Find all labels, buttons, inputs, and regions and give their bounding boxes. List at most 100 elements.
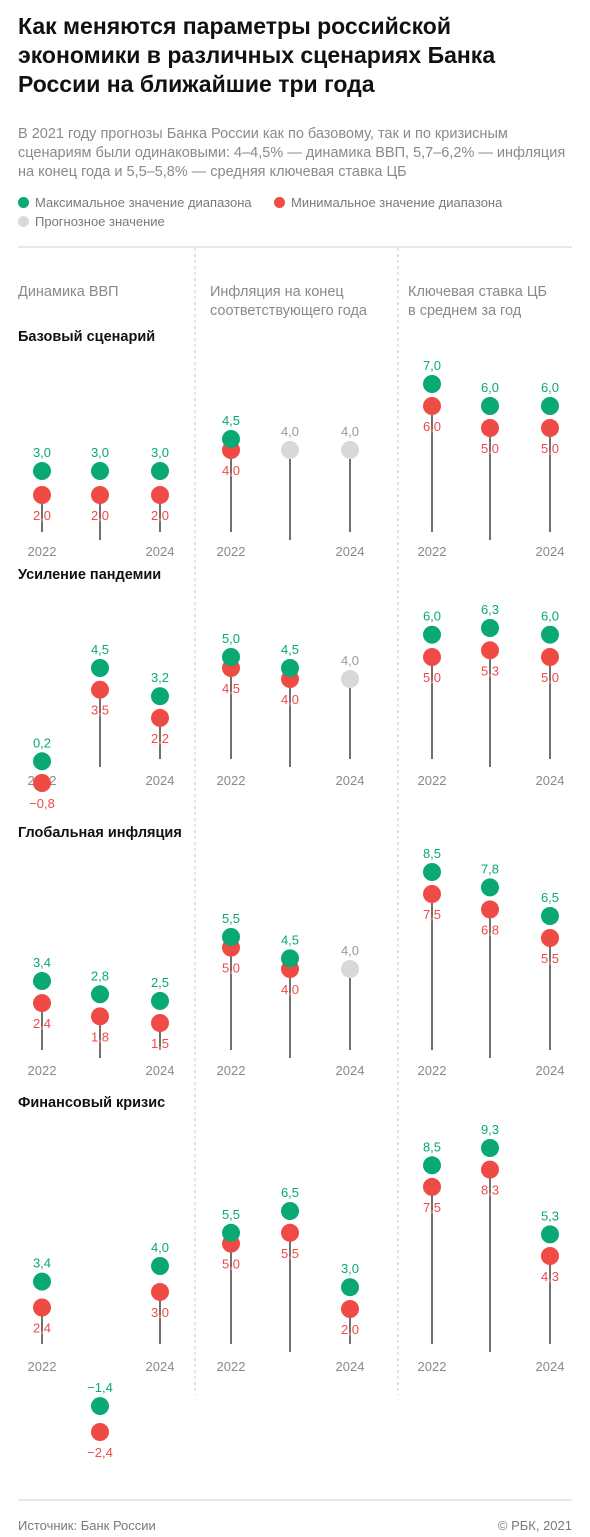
max-dot-inflation-2022-s1 bbox=[222, 430, 240, 448]
min-label-rate-2024-s2: 5,0 bbox=[541, 670, 559, 685]
max-dot-rate-2023-s3 bbox=[481, 878, 499, 897]
scenario-title-1: Базовый сценарий bbox=[18, 329, 155, 345]
legend-max-dot bbox=[18, 197, 29, 208]
year-label-inflation-2024-s2: 2024 bbox=[336, 773, 365, 788]
max-dot-gdp-2023-s3 bbox=[91, 985, 109, 1004]
column-header-rate-line2: в среднем за год bbox=[408, 303, 522, 319]
max-dot-rate-2023-s1 bbox=[481, 397, 499, 415]
year-label-rate-2022-s3: 2022 bbox=[418, 1063, 447, 1078]
year-label-inflation-2024-s1: 2024 bbox=[336, 544, 365, 559]
year-label-rate-2024-s2: 2024 bbox=[536, 773, 565, 788]
min-label-gdp-2023-s2: 3,5 bbox=[91, 703, 109, 718]
max-dot-inflation-2022-s4 bbox=[222, 1223, 240, 1242]
min-label-gdp-2022-s1: 2,0 bbox=[33, 508, 51, 523]
max-label-rate-2023-s1: 6,0 bbox=[481, 380, 499, 395]
min-label-inflation-2022-s2: 4,5 bbox=[222, 681, 240, 696]
max-dot-gdp-2022-s3 bbox=[33, 972, 51, 990]
forecast-dot-inflation-2023-s1 bbox=[281, 441, 299, 459]
min-dot-rate-2024-s2 bbox=[541, 648, 559, 666]
max-dot-gdp-2022-s2 bbox=[33, 752, 51, 771]
min-dot-rate-2023-s4 bbox=[481, 1160, 499, 1179]
max-dot-rate-2022-s3 bbox=[423, 863, 441, 881]
min-label-inflation-2022-s1: 4,0 bbox=[222, 463, 240, 478]
year-label-gdp-2024-s1: 2024 bbox=[146, 544, 175, 559]
forecast-dot-inflation-2024-s2 bbox=[341, 670, 359, 688]
min-dot-gdp-2023-s1 bbox=[91, 486, 109, 504]
column-header-gdp-line1: Динамика ВВП bbox=[18, 284, 119, 300]
min-label-gdp-2024-s4: 3,0 bbox=[151, 1305, 169, 1320]
max-dot-gdp-2024-s2 bbox=[151, 687, 169, 706]
max-dot-inflation-2023-s3 bbox=[281, 949, 299, 968]
year-label-inflation-2022-s2: 2022 bbox=[217, 773, 246, 788]
min-dot-rate-2022-s4 bbox=[423, 1177, 441, 1196]
min-dot-gdp-2022-s4 bbox=[33, 1298, 51, 1317]
column-header-inflation-line2: соответствующего года bbox=[210, 303, 368, 319]
max-label-gdp-2024-s1: 3,0 bbox=[151, 445, 169, 460]
min-dot-rate-2022-s3 bbox=[423, 885, 441, 903]
year-label-rate-2024-s4: 2024 bbox=[536, 1359, 565, 1374]
forecast-dot-inflation-2024-s1 bbox=[341, 441, 359, 459]
min-label-inflation-2023-s3: 4,0 bbox=[281, 982, 299, 997]
min-label-gdp-2023-s4: −2,4 bbox=[87, 1445, 113, 1460]
year-label-inflation-2024-s4: 2024 bbox=[336, 1359, 365, 1374]
max-label-gdp-2023-s3: 2,8 bbox=[91, 968, 109, 983]
max-label-gdp-2023-s4: −1,4 bbox=[87, 1380, 113, 1395]
legend-forecast-dot bbox=[18, 216, 29, 227]
min-label-inflation-2022-s3: 5,0 bbox=[222, 961, 240, 976]
max-dot-gdp-2022-s1 bbox=[33, 462, 51, 480]
legend-forecast-label: Прогнозное значение bbox=[35, 214, 165, 229]
max-dot-rate-2023-s4 bbox=[481, 1139, 499, 1157]
min-label-gdp-2023-s3: 1,8 bbox=[91, 1029, 109, 1044]
max-label-inflation-2023-s2: 4,5 bbox=[281, 642, 299, 657]
forecast-label-inflation-2024-s3: 4,0 bbox=[341, 943, 359, 958]
max-dot-inflation-2023-s2 bbox=[281, 659, 299, 677]
max-label-gdp-2022-s4: 3,4 bbox=[33, 1256, 51, 1271]
min-dot-rate-2023-s1 bbox=[481, 419, 499, 437]
max-dot-gdp-2023-s1 bbox=[91, 462, 109, 480]
min-label-gdp-2022-s4: 2,4 bbox=[33, 1321, 51, 1336]
min-label-inflation-2022-s4: 5,0 bbox=[222, 1257, 240, 1272]
max-dot-inflation-2024-s4 bbox=[341, 1278, 359, 1297]
max-label-rate-2022-s3: 8,5 bbox=[423, 846, 441, 861]
min-label-gdp-2023-s1: 2,0 bbox=[91, 508, 109, 523]
min-dot-gdp-2022-s3 bbox=[33, 994, 51, 1013]
min-label-rate-2024-s4: 4,3 bbox=[541, 1269, 559, 1284]
max-label-gdp-2024-s4: 4,0 bbox=[151, 1240, 169, 1255]
max-label-gdp-2023-s2: 4,5 bbox=[91, 642, 109, 657]
min-label-inflation-2023-s4: 5,5 bbox=[281, 1246, 299, 1261]
scenario-title-2: Усиление пандемии bbox=[18, 567, 161, 583]
legend-forecast: Прогнозное значение bbox=[18, 214, 165, 229]
legend-min-label: Минимальное значение диапазона bbox=[291, 195, 503, 210]
min-dot-gdp-2023-s2 bbox=[91, 680, 109, 699]
legend-max-label: Максимальное значение диапазона bbox=[35, 195, 252, 210]
max-dot-rate-2024-s1 bbox=[541, 397, 559, 415]
min-dot-gdp-2024-s3 bbox=[151, 1014, 169, 1032]
forecast-dot-inflation-2024-s3 bbox=[341, 960, 359, 978]
max-label-inflation-2024-s4: 3,0 bbox=[341, 1261, 359, 1276]
max-label-rate-2023-s2: 6,3 bbox=[481, 602, 499, 617]
year-label-rate-2024-s3: 2024 bbox=[536, 1063, 565, 1078]
max-label-gdp-2022-s3: 3,4 bbox=[33, 955, 51, 970]
year-label-rate-2022-s2: 2022 bbox=[418, 773, 447, 788]
max-label-gdp-2024-s3: 2,5 bbox=[151, 975, 169, 990]
min-label-gdp-2024-s3: 1,5 bbox=[151, 1036, 169, 1051]
min-dot-rate-2023-s3 bbox=[481, 900, 499, 919]
year-label-gdp-2024-s4: 2024 bbox=[146, 1359, 175, 1374]
min-dot-gdp-2023-s3 bbox=[91, 1007, 109, 1026]
year-label-gdp-2024-s3: 2024 bbox=[146, 1063, 175, 1078]
min-label-gdp-2022-s3: 2,4 bbox=[33, 1016, 51, 1031]
forecast-label-inflation-2024-s1: 4,0 bbox=[341, 424, 359, 439]
max-dot-rate-2022-s2 bbox=[423, 625, 441, 644]
min-label-rate-2023-s4: 8,3 bbox=[481, 1183, 499, 1198]
max-dot-rate-2022-s1 bbox=[423, 375, 441, 393]
min-dot-gdp-2023-s4 bbox=[91, 1423, 109, 1441]
max-label-gdp-2022-s2: 0,2 bbox=[33, 735, 51, 750]
min-dot-inflation-2024-s4 bbox=[341, 1300, 359, 1318]
max-dot-rate-2023-s2 bbox=[481, 619, 499, 637]
max-dot-rate-2024-s2 bbox=[541, 625, 559, 644]
max-label-inflation-2022-s1: 4,5 bbox=[222, 413, 240, 428]
min-label-rate-2024-s1: 5,0 bbox=[541, 441, 559, 456]
min-dot-rate-2023-s2 bbox=[481, 641, 499, 660]
legend-min: Минимальное значение диапазона bbox=[274, 195, 502, 210]
min-label-rate-2024-s3: 5,5 bbox=[541, 951, 559, 966]
